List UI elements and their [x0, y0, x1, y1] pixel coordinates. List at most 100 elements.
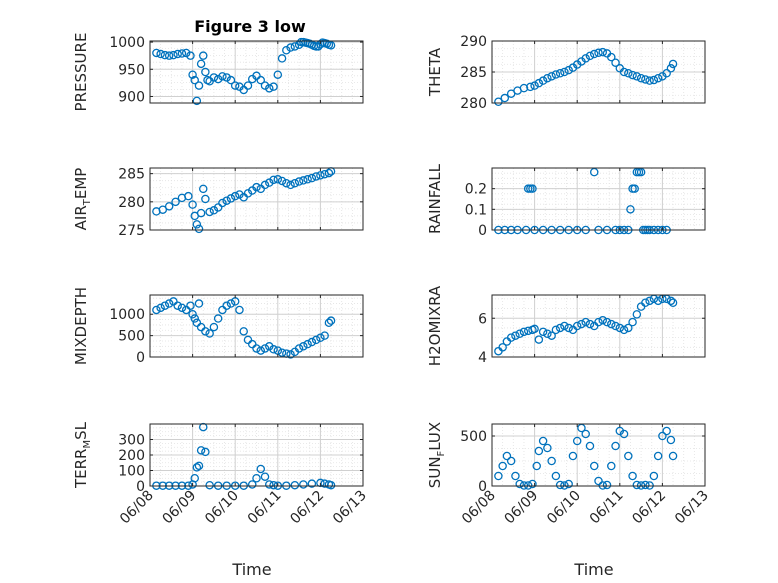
data-point: [611, 321, 620, 331]
data-point: [156, 303, 165, 313]
x-tick-label: 06/09: [502, 488, 542, 528]
data-point: [564, 479, 573, 489]
data-point: [543, 329, 552, 338]
y-tick-label: 6: [478, 311, 487, 327]
data-point: [230, 81, 240, 90]
data-point: [500, 93, 510, 103]
data-point: [209, 206, 219, 215]
data-point: [222, 301, 231, 310]
y-axis-label: SUNFLUX: [426, 422, 447, 488]
data-point: [192, 96, 202, 106]
x-tick-label: 06/13: [330, 488, 370, 528]
data-point: [628, 471, 637, 481]
data-point: [205, 480, 214, 490]
data-point: [205, 329, 214, 338]
data-point: [324, 168, 334, 178]
data-point: [282, 45, 291, 55]
data-point: [662, 426, 671, 436]
subplot-pressure: 900 950 1000 PRESSURE: [72, 33, 364, 111]
x-tick-label: 06/09: [160, 488, 200, 528]
data-point: [611, 441, 620, 451]
data-point: [326, 480, 336, 490]
data-point: [194, 81, 204, 90]
data-point: [194, 224, 204, 234]
data-point: [164, 202, 174, 211]
data-point: [299, 480, 308, 489]
data-point: [164, 51, 174, 60]
data-point: [269, 480, 278, 490]
y-axis-label: TERRMSL: [72, 421, 93, 489]
data-point: [269, 345, 278, 354]
subplot-theta: 280 285 290 THETA: [426, 34, 706, 112]
data-point: [294, 344, 304, 353]
data-point: [311, 172, 321, 181]
data-point: [649, 75, 659, 85]
data-point: [668, 298, 678, 307]
data-point: [181, 48, 191, 58]
data-point: [534, 335, 544, 344]
subplot-air: 275 280 285 AIRTEMP: [72, 167, 364, 239]
data-point: [619, 67, 629, 77]
y-tick-label: 200: [118, 448, 145, 464]
data-point: [626, 205, 635, 214]
data-point: [260, 472, 270, 481]
data-point: [515, 329, 524, 338]
data-point: [198, 51, 208, 60]
data-point: [632, 310, 642, 319]
x-tick-label: 06/12: [629, 488, 669, 528]
data-point: [668, 59, 678, 69]
data-point: [239, 85, 248, 95]
data-point: [186, 51, 195, 60]
data-point: [277, 348, 287, 357]
data-point: [498, 343, 507, 352]
x-tick-label: 06/12: [287, 488, 327, 528]
data-point: [666, 435, 676, 445]
data-point: [299, 176, 308, 185]
data-point: [594, 476, 603, 486]
data-point: [636, 73, 646, 83]
data-point: [188, 309, 197, 319]
data-point: [201, 327, 210, 336]
figure-title: Figure 3 low: [194, 17, 306, 36]
data-point: [201, 194, 210, 204]
data-point: [511, 471, 520, 481]
axes-box: [491, 167, 706, 231]
y-tick-label: 280: [118, 195, 145, 211]
data-point: [307, 337, 317, 347]
data-point: [653, 73, 663, 83]
data-point: [641, 480, 650, 490]
data-point: [581, 54, 590, 63]
data-point: [196, 59, 206, 69]
data-point: [152, 48, 161, 58]
y-axis-label: MIXDEPTH: [72, 287, 90, 365]
y-tick-label: 285: [118, 167, 145, 183]
data-point: [201, 67, 210, 77]
data-point: [502, 451, 512, 461]
data-point: [585, 319, 595, 329]
data-point: [585, 51, 595, 61]
data-point: [551, 325, 561, 335]
data-point: [619, 325, 629, 335]
data-point: [645, 296, 654, 306]
y-tick-label: 275: [118, 223, 145, 239]
x-axis-label-left: Time: [231, 560, 271, 579]
data-point: [196, 208, 206, 218]
data-point: [519, 327, 529, 337]
data-point: [555, 480, 565, 490]
data-point: [188, 70, 197, 79]
data-point: [607, 52, 616, 62]
data-point: [666, 64, 676, 73]
data-point: [624, 451, 633, 461]
data-point: [273, 70, 283, 79]
axes-box: [491, 294, 706, 358]
data-point: [205, 207, 214, 217]
data-point: [632, 480, 642, 490]
data-point: [636, 167, 646, 177]
data-point: [188, 200, 197, 209]
data-point: [273, 175, 283, 184]
data-point: [256, 75, 266, 85]
data-point: [534, 446, 544, 456]
data-point: [324, 318, 334, 328]
